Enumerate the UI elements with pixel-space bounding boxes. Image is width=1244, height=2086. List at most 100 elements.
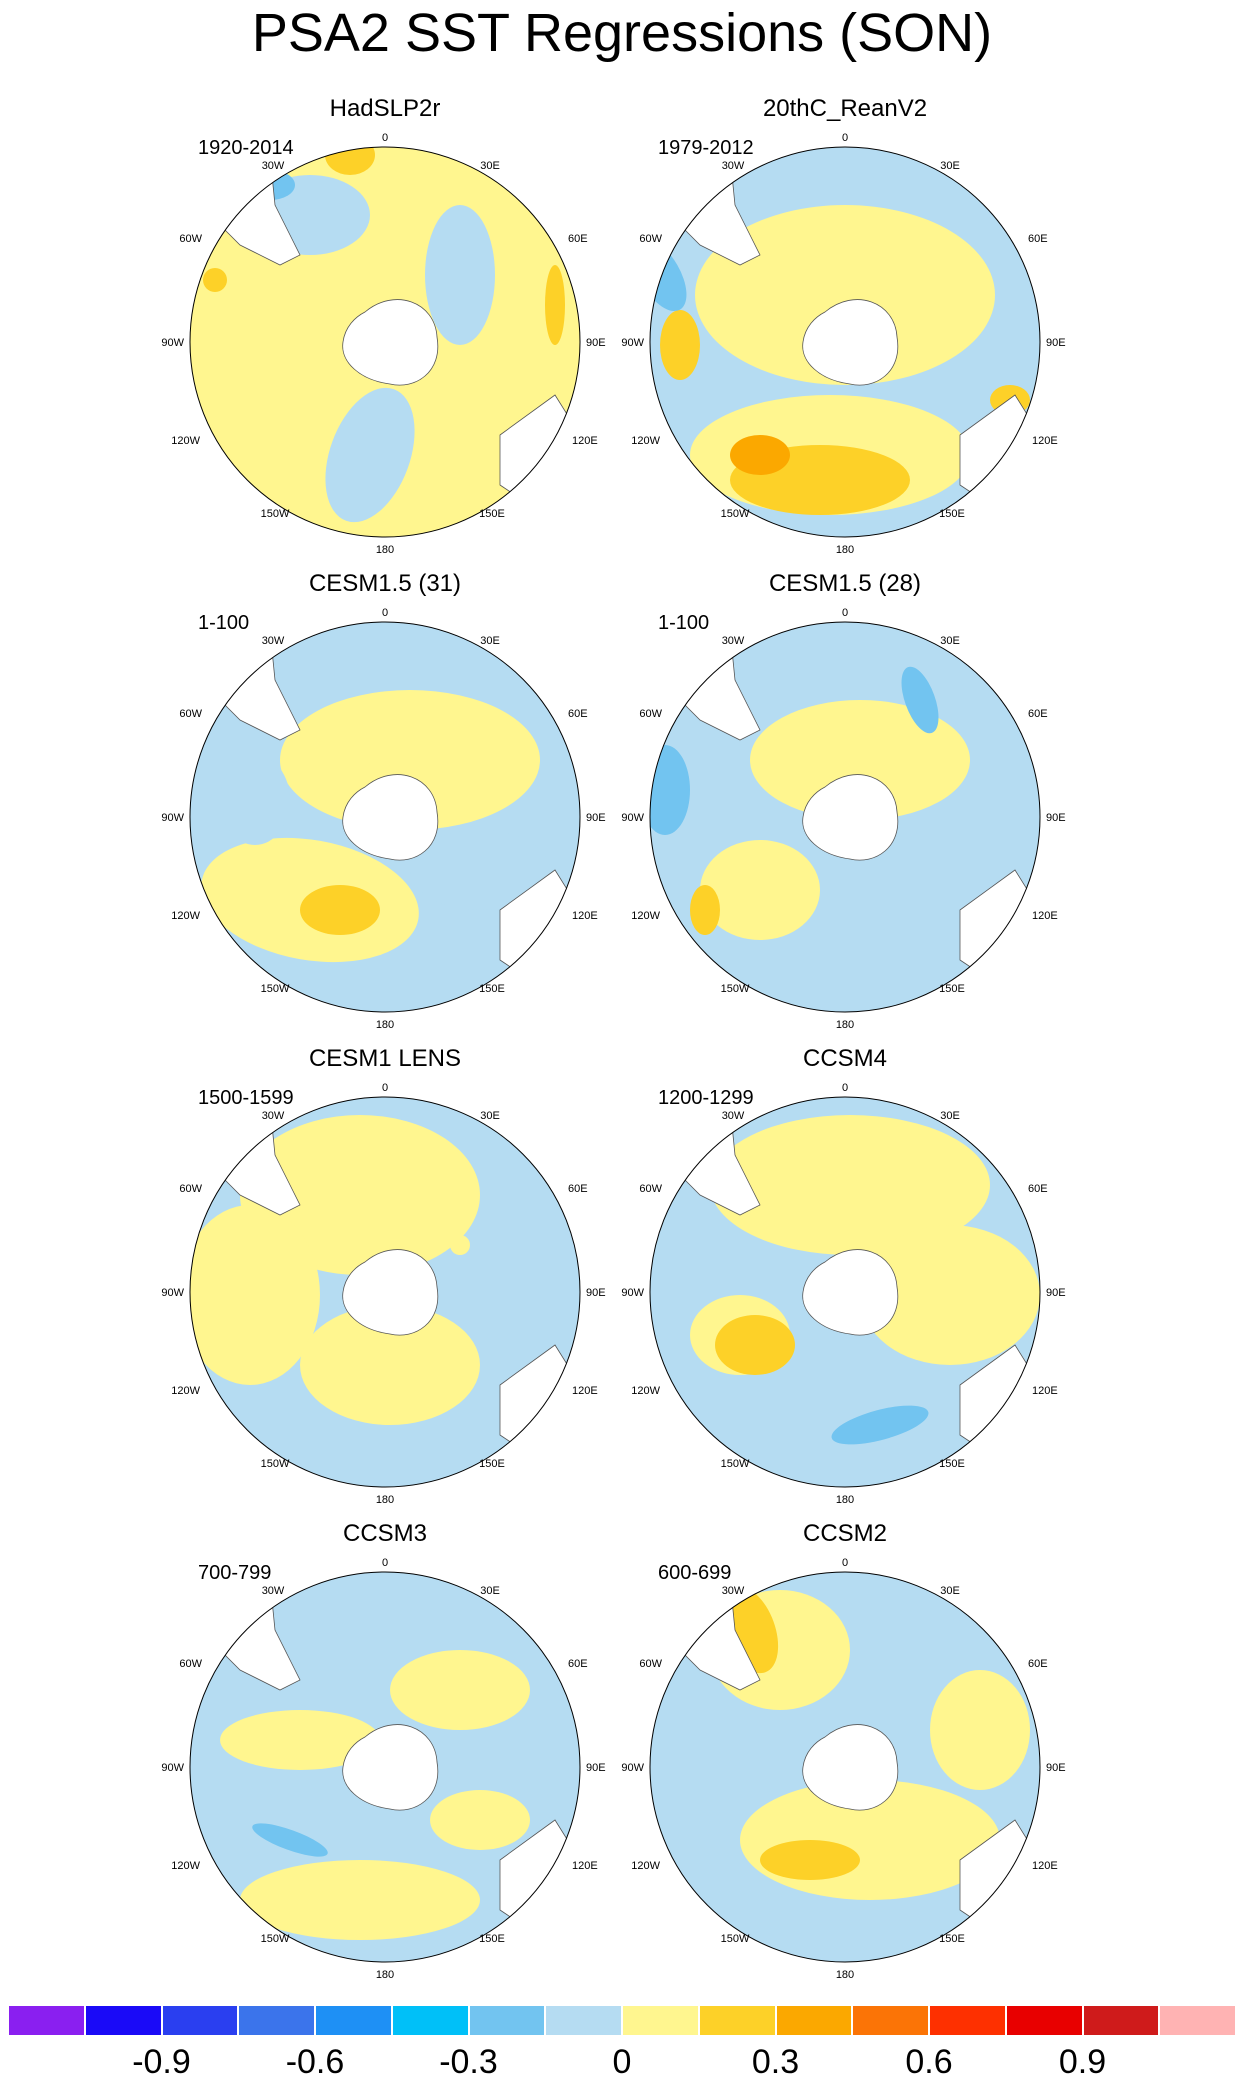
- longitude-label: 180: [836, 1969, 854, 1981]
- map-boundary: [189, 1096, 581, 1488]
- anomaly-region: [750, 700, 970, 820]
- colorbar-swatch: [468, 2005, 546, 2036]
- longitude-label: 90W: [621, 1287, 644, 1299]
- polar-map: 0 30E 60E 90E 120E 150E 180 150W 120W 90W 60W 30W: [621, 132, 1065, 556]
- longitude-label: 0: [842, 1082, 848, 1094]
- colorbar-swatch: [622, 2005, 699, 2036]
- panel-period: 1979-2012: [658, 137, 754, 159]
- longitude-label: 30E: [940, 1585, 960, 1597]
- anomaly-region: [203, 268, 227, 292]
- colorbar-tick-label: -0.6: [285, 2043, 345, 2081]
- longitude-label: 0: [842, 607, 848, 619]
- panel-title: 20thC_ReanV2: [762, 95, 928, 122]
- panel-title: CESM1 LENS: [308, 1045, 462, 1072]
- longitude-label: 30W: [722, 1110, 745, 1122]
- longitude-label: 60W: [179, 1183, 202, 1195]
- longitude-label: 60W: [179, 1658, 202, 1670]
- anomaly-region: [730, 435, 790, 475]
- longitude-label: 90E: [1046, 1762, 1066, 1774]
- anomaly-region: [220, 755, 290, 845]
- longitude-label: 150W: [721, 983, 750, 995]
- anomaly-region: [760, 1840, 860, 1880]
- longitude-label: 0: [382, 1082, 388, 1094]
- longitude-label: 180: [376, 1969, 394, 1981]
- panel-period: 1-100: [198, 612, 250, 634]
- anomaly-region: [660, 310, 700, 380]
- longitude-label: 180: [376, 544, 394, 556]
- colorbar: [8, 2005, 1236, 2038]
- panel-title: CCSM3: [342, 1520, 427, 1547]
- longitude-label: 180: [836, 1019, 854, 1031]
- longitude-label: 30W: [722, 635, 745, 647]
- longitude-label: 120E: [572, 1860, 598, 1872]
- longitude-label: 150E: [479, 1458, 505, 1470]
- antarctica: [802, 1249, 899, 1336]
- longitude-label: 30W: [262, 1110, 285, 1122]
- anomaly-region: [425, 205, 495, 345]
- anomaly-region: [831, 1405, 929, 1445]
- longitude-label: 180: [836, 1494, 854, 1506]
- panel-period: 1500-1599: [198, 1087, 294, 1109]
- longitude-label: 30E: [480, 1585, 500, 1597]
- anomaly-region: [860, 1225, 1040, 1365]
- map-panel: 0 30E 60E 90E 120E 150E 180 150W 120W 90W 60W 30W CC…: [621, 1520, 1190, 1990]
- anomaly-region: [710, 1115, 990, 1255]
- longitude-label: 60E: [1028, 1183, 1048, 1195]
- colorbar-swatch: [1005, 2005, 1083, 2036]
- longitude-label: 60W: [639, 1658, 662, 1670]
- longitude-label: 150W: [721, 508, 750, 520]
- longitude-label: 120W: [631, 910, 660, 922]
- longitude-label: 0: [382, 132, 388, 144]
- colorbar-tick-label: 0.3: [751, 2043, 800, 2081]
- antarctica: [802, 774, 899, 861]
- longitude-label: 120E: [1032, 910, 1058, 922]
- map-panel: 0 30E 60E 90E 120E 150E 180 150W 120W 90W 60W 30W CE…: [161, 1045, 730, 1515]
- longitude-label: 90E: [586, 337, 606, 349]
- longitude-label: 150E: [479, 983, 505, 995]
- anomaly-region: [901, 666, 939, 734]
- longitude-label: 60W: [179, 233, 202, 245]
- longitude-label: 150E: [939, 1458, 965, 1470]
- anomaly-region: [325, 387, 415, 523]
- panel-period: 700-799: [198, 1562, 272, 1584]
- longitude-label: 60E: [1028, 708, 1048, 720]
- colorbar-tick-label: -0.3: [439, 2043, 498, 2081]
- anomaly-region: [930, 1670, 1030, 1790]
- longitude-label: 120W: [631, 1385, 660, 1397]
- longitude-label: 30W: [722, 160, 745, 172]
- longitude-label: 60W: [639, 708, 662, 720]
- antarctica: [802, 299, 899, 386]
- longitude-label: 30W: [262, 160, 285, 172]
- polar-map: 0 30E 60E 90E 120E 150E 180 150W 120W 90W 60W 30W: [161, 1557, 606, 1981]
- panel-period: 1-100: [658, 612, 710, 634]
- longitude-label: 90E: [1046, 812, 1066, 824]
- colorbar-tick-label: -0.9: [132, 2043, 191, 2081]
- longitude-label: 90W: [621, 1762, 644, 1774]
- colorbar-swatch: [929, 2005, 1006, 2036]
- longitude-label: 90E: [586, 1287, 606, 1299]
- panel-title: CESM1.5 (28): [768, 570, 922, 597]
- longitude-label: 90E: [586, 1762, 606, 1774]
- anomaly-region: [325, 147, 375, 175]
- anomaly-region: [450, 1235, 470, 1255]
- antarctica: [342, 1249, 439, 1336]
- map-panel: 0 30E 60E 90E 120E 150E 180 150W 120W 90W 60W 30W CE…: [621, 570, 1190, 1040]
- longitude-label: 30E: [480, 1110, 500, 1122]
- panel-period: 1920-2014: [198, 137, 294, 159]
- anomaly-region: [695, 205, 995, 385]
- longitude-label: 150W: [261, 1458, 290, 1470]
- longitude-label: 150W: [261, 983, 290, 995]
- longitude-label: 120W: [171, 435, 200, 447]
- polar-map: 0 30E 60E 90E 120E 150E 180 150W 120W 90W 60W 30W: [621, 1082, 1065, 1506]
- anomaly-region: [430, 1790, 530, 1850]
- polar-map: 0 30E 60E 90E 120E 150E 180 150W 120W 90W 60W 30W: [621, 1557, 1066, 1981]
- colorbar-swatch: [1082, 2005, 1160, 2036]
- antarctica: [342, 299, 439, 386]
- longitude-label: 150E: [939, 508, 965, 520]
- longitude-label: 120E: [572, 435, 598, 447]
- longitude-label: 120E: [572, 910, 598, 922]
- longitude-label: 180: [376, 1019, 394, 1031]
- polar-map: 0 30E 60E 90E 120E 150E 180 150W 120W 90W 60W 30W: [161, 132, 606, 556]
- anomaly-region: [700, 840, 820, 940]
- longitude-label: 120W: [171, 1385, 200, 1397]
